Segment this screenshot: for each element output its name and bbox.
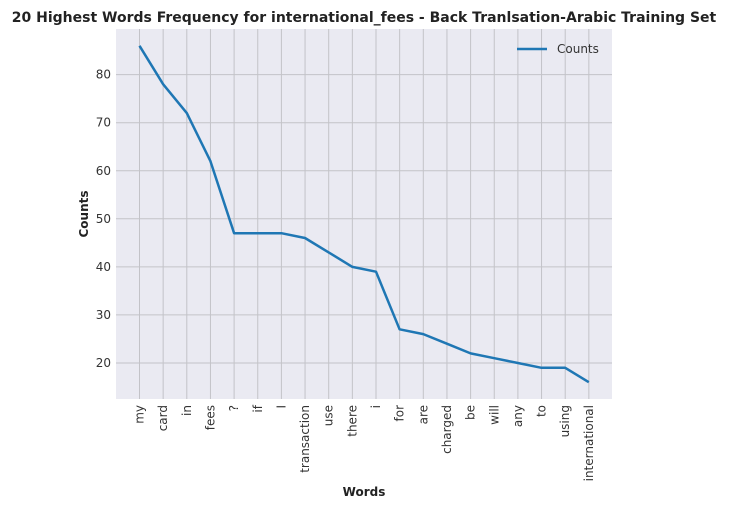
x-tick-label: charged	[440, 405, 454, 454]
series-line-counts	[138, 45, 590, 384]
x-tick-label: in	[180, 405, 194, 416]
y-tick-label: 80	[96, 68, 111, 82]
x-tick-label: card	[156, 405, 170, 431]
x-tick-label: I	[274, 405, 288, 409]
x-axis-label: Words	[343, 485, 386, 499]
x-tick-label: there	[345, 405, 359, 437]
x-tick-label: for	[393, 405, 407, 422]
y-axis-label: Counts	[77, 190, 91, 237]
chart-title: 20 Highest Words Frequency for internati…	[12, 10, 717, 26]
x-tick-label: any	[511, 405, 525, 427]
x-tick-label: my	[133, 405, 147, 424]
x-tick-label: be	[464, 405, 478, 420]
legend-label: Counts	[557, 42, 599, 56]
plot-area	[116, 29, 612, 399]
y-tick-label: 60	[96, 164, 111, 178]
y-tick-label: 20	[96, 356, 111, 370]
y-axis-ticks: 20 30 40 50 60 70 80	[96, 68, 111, 370]
x-tick-label: i	[369, 405, 383, 408]
x-tick-label: fees	[203, 405, 217, 430]
y-tick-label: 70	[96, 116, 111, 130]
x-tick-label: are	[416, 405, 430, 424]
grid-lines	[116, 29, 612, 399]
x-tick-label: if	[251, 404, 265, 412]
y-tick-label: 50	[96, 212, 111, 226]
x-tick-label: transaction	[298, 405, 312, 473]
legend: Counts	[517, 42, 599, 56]
y-tick-label: 40	[96, 260, 111, 274]
x-tick-label: ?	[227, 405, 241, 411]
y-tick-label: 30	[96, 308, 111, 322]
x-tick-label: use	[322, 405, 336, 426]
x-tick-label: using	[558, 405, 572, 437]
x-tick-label: to	[535, 405, 549, 417]
x-tick-label: international	[582, 405, 596, 481]
x-tick-label: will	[487, 405, 501, 425]
